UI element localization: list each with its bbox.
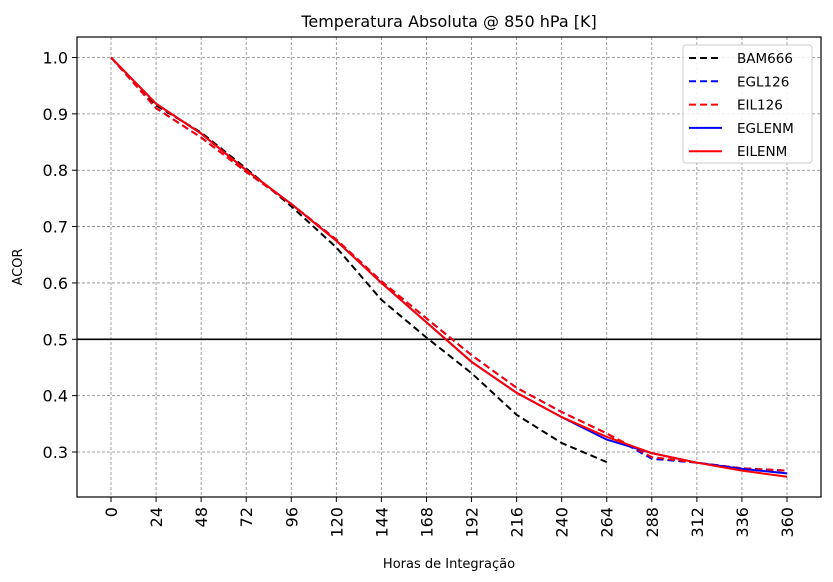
x-tick-label: 48 [192,507,211,527]
x-tick-label: 312 [688,507,707,538]
x-axis: 0 24 48 72 96 120 144 168 192 216 240 264 288 312 336 3… [102,497,797,538]
x-axis-label: Horas de Integração [383,557,515,572]
x-tick-label: 336 [733,507,752,538]
x-tick-label: 144 [372,507,391,538]
series-line-bam666 [110,56,608,464]
plot-frame [76,36,822,498]
y-tick-label: 0.5 [43,330,68,349]
legend-label: EIL126 [737,98,783,114]
legend-label: BAM666 [737,51,793,67]
y-axis: 0.3 0.4 0.5 0.6 0.7 0.8 0.9 1.0 [43,49,77,462]
x-tick-label: 72 [237,507,256,527]
y-tick-label: 1.0 [43,49,68,68]
x-tick-label: 168 [417,507,436,538]
legend-label: EGL126 [737,74,789,90]
y-tick-label: 0.7 [43,218,68,237]
x-tick-label: 360 [778,507,797,538]
y-tick-label: 0.4 [43,387,68,406]
legend-box [682,44,813,164]
x-tick-label: 24 [147,507,166,527]
y-tick-label: 0.3 [43,443,68,462]
x-tick-label: 216 [508,507,527,538]
legend: BAM666 EGL126 EIL126 EGLENM EILENM [682,44,813,164]
legend-label: EILENM [737,144,787,160]
x-tick-label: 240 [553,507,572,538]
series-line-eil126 [110,56,788,472]
chart-title: Temperatura Absoluta @ 850 hPa [K] [300,12,596,31]
x-tick-label: 192 [463,507,482,538]
x-tick-label: 120 [327,507,346,538]
y-axis-label: ACOR [11,248,26,285]
x-tick-label: 264 [598,507,617,538]
y-tick-label: 0.8 [43,161,68,180]
x-tick-label: 0 [102,507,121,517]
series-line-eilenm [110,56,788,478]
y-tick-label: 0.9 [43,105,68,124]
legend-label: EGLENM [737,121,794,137]
y-tick-label: 0.6 [43,274,68,293]
series-group [110,56,788,478]
x-tick-label: 288 [643,507,662,538]
x-tick-label: 96 [282,507,301,527]
